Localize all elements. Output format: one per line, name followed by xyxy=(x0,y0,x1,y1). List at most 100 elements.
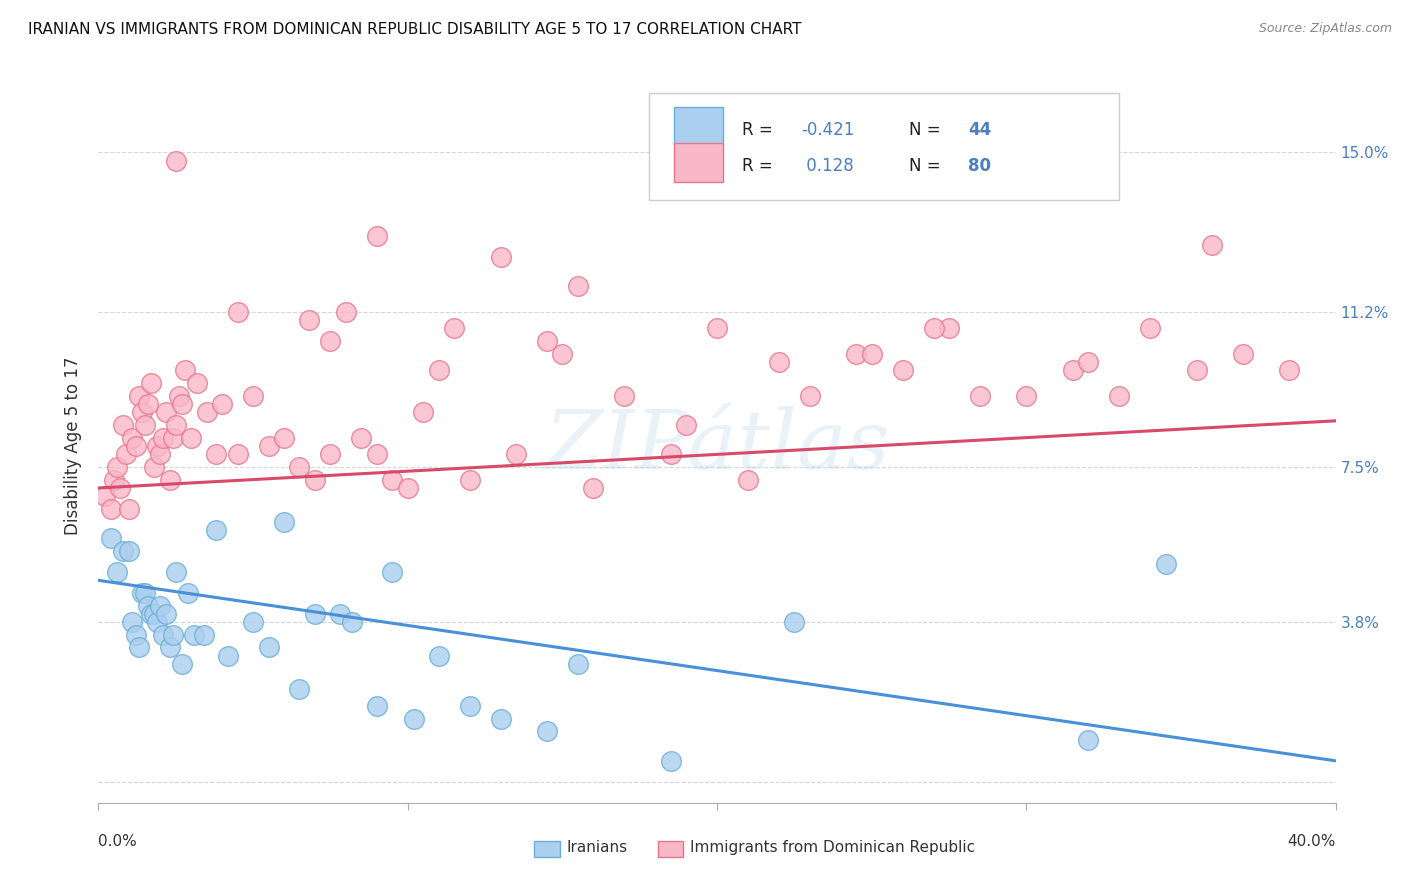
Point xyxy=(131,405,153,419)
FancyBboxPatch shape xyxy=(673,143,723,182)
Point xyxy=(124,628,146,642)
Point xyxy=(768,355,790,369)
Point xyxy=(242,389,264,403)
Point xyxy=(273,515,295,529)
Point xyxy=(340,615,363,630)
Point xyxy=(242,615,264,630)
Point xyxy=(304,607,326,621)
Point xyxy=(183,628,205,642)
Point xyxy=(105,565,128,579)
Point xyxy=(134,417,156,432)
Point xyxy=(1139,321,1161,335)
Point xyxy=(143,460,166,475)
Point xyxy=(128,389,150,403)
Point xyxy=(146,439,169,453)
Point xyxy=(143,607,166,621)
Point xyxy=(381,565,404,579)
Point xyxy=(427,363,450,377)
Point xyxy=(159,640,181,655)
Point xyxy=(845,346,868,360)
Point xyxy=(1185,363,1208,377)
FancyBboxPatch shape xyxy=(673,107,723,146)
Text: 40.0%: 40.0% xyxy=(1288,834,1336,849)
Point xyxy=(211,397,233,411)
Point xyxy=(139,376,162,390)
Point xyxy=(170,397,193,411)
Point xyxy=(177,586,200,600)
Point xyxy=(205,447,228,461)
Point xyxy=(396,481,419,495)
Point xyxy=(1278,363,1301,377)
Point xyxy=(162,431,184,445)
Text: N =: N = xyxy=(908,157,946,175)
Point xyxy=(1077,732,1099,747)
Point xyxy=(412,405,434,419)
Point xyxy=(737,473,759,487)
Point xyxy=(659,447,682,461)
Point xyxy=(155,607,177,621)
Point xyxy=(288,682,311,697)
Point xyxy=(799,389,821,403)
Point xyxy=(489,250,512,264)
Point xyxy=(112,544,135,558)
Point xyxy=(319,334,342,348)
Point xyxy=(350,431,373,445)
Point xyxy=(131,586,153,600)
Point xyxy=(969,389,991,403)
Point xyxy=(1062,363,1084,377)
Point xyxy=(613,389,636,403)
Point xyxy=(366,699,388,714)
Y-axis label: Disability Age 5 to 17: Disability Age 5 to 17 xyxy=(65,357,83,535)
Point xyxy=(489,712,512,726)
Point xyxy=(170,657,193,672)
Point xyxy=(536,724,558,739)
Point xyxy=(319,447,342,461)
FancyBboxPatch shape xyxy=(650,93,1119,200)
Point xyxy=(155,405,177,419)
Text: 0.0%: 0.0% xyxy=(98,834,138,849)
Point xyxy=(298,313,321,327)
Point xyxy=(174,363,197,377)
Point xyxy=(675,417,697,432)
Point xyxy=(1232,346,1254,360)
Point xyxy=(103,473,125,487)
Point xyxy=(860,346,883,360)
Point xyxy=(180,431,202,445)
Point xyxy=(1108,389,1130,403)
Point xyxy=(186,376,208,390)
Point xyxy=(567,657,589,672)
Point xyxy=(136,397,159,411)
Point xyxy=(226,304,249,318)
Point xyxy=(121,615,143,630)
Point xyxy=(257,439,280,453)
Point xyxy=(93,489,115,503)
Point xyxy=(205,523,228,537)
Point xyxy=(505,447,527,461)
Text: Iranians: Iranians xyxy=(567,840,627,855)
Point xyxy=(118,544,141,558)
Point xyxy=(159,473,181,487)
Point xyxy=(891,363,914,377)
Point xyxy=(1201,237,1223,252)
Point xyxy=(118,502,141,516)
Point xyxy=(458,473,481,487)
Point xyxy=(1077,355,1099,369)
Point xyxy=(335,304,357,318)
Point xyxy=(217,648,239,663)
Text: N =: N = xyxy=(908,121,946,139)
Point xyxy=(706,321,728,335)
Point xyxy=(146,615,169,630)
Point xyxy=(149,599,172,613)
Point xyxy=(134,586,156,600)
Point xyxy=(100,502,122,516)
Point xyxy=(304,473,326,487)
Point xyxy=(536,334,558,348)
Point xyxy=(165,153,187,168)
Point xyxy=(288,460,311,475)
Point xyxy=(136,599,159,613)
Point xyxy=(458,699,481,714)
Point xyxy=(551,346,574,360)
Point xyxy=(108,481,131,495)
Point xyxy=(165,565,187,579)
Point xyxy=(193,628,215,642)
